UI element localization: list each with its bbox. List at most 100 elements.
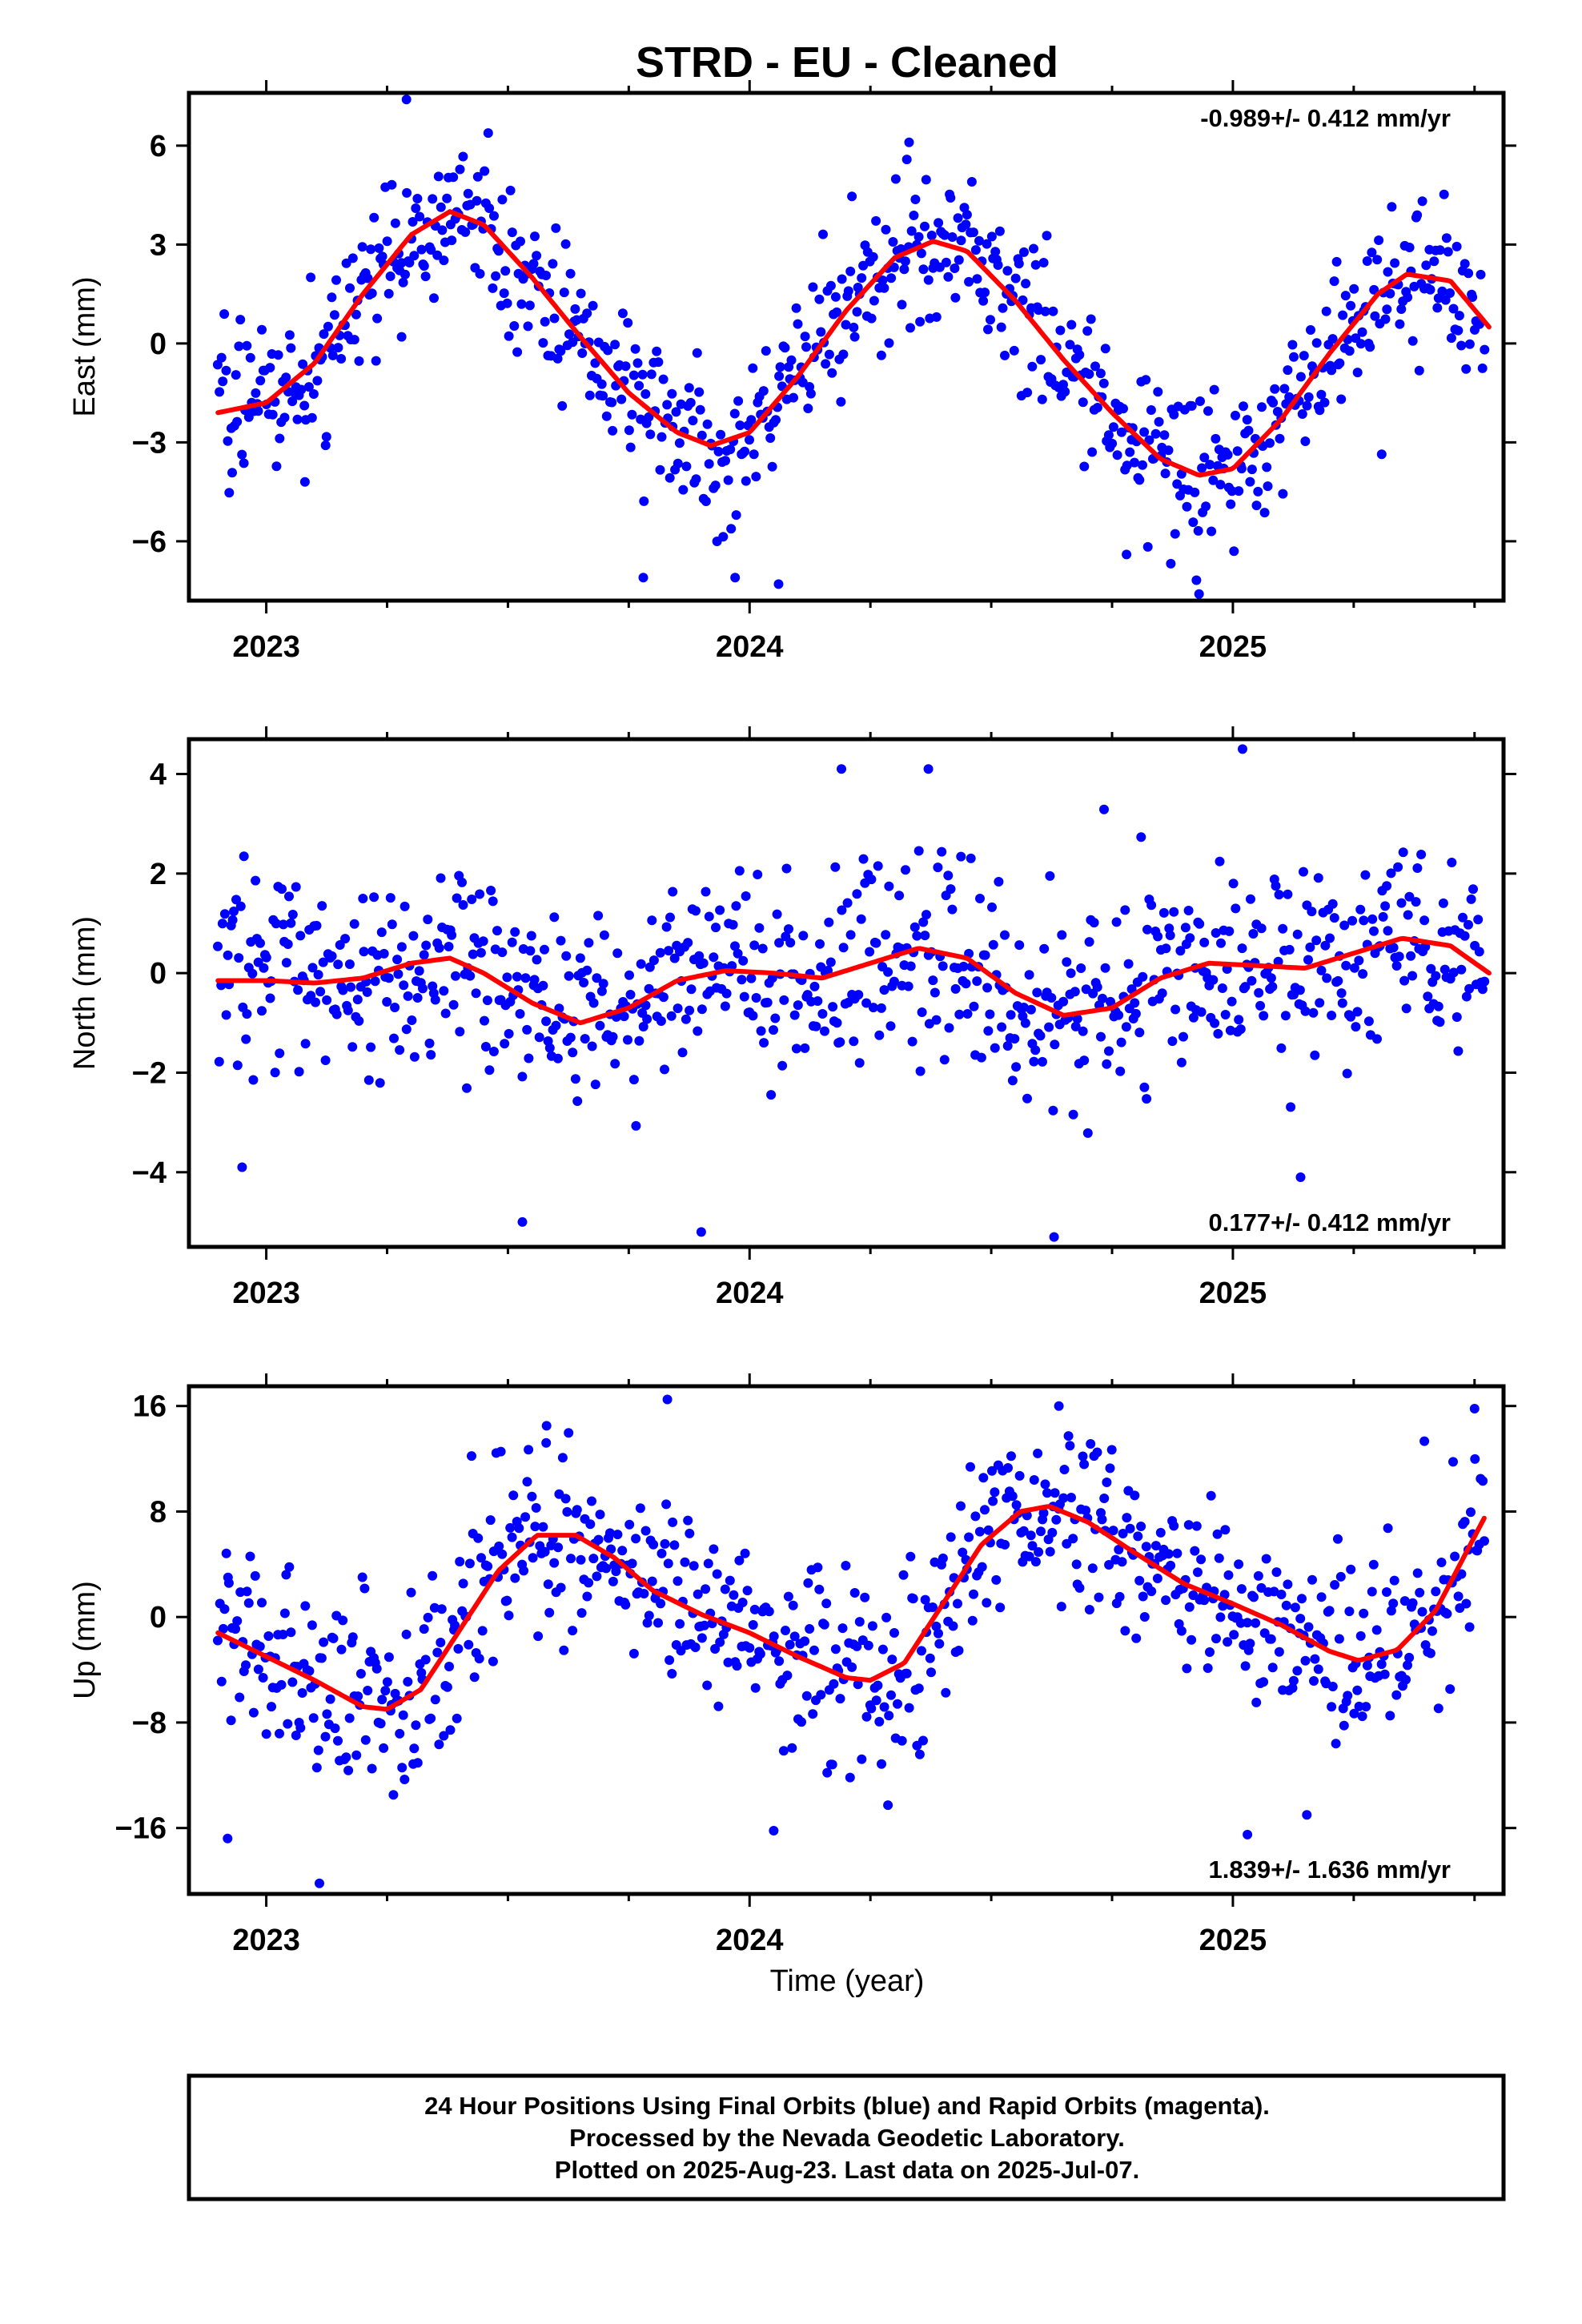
data-point xyxy=(972,976,982,987)
data-point xyxy=(565,268,576,279)
data-point xyxy=(966,853,976,863)
data-point xyxy=(1006,1010,1016,1020)
data-point xyxy=(1431,1586,1441,1597)
data-point xyxy=(1284,944,1295,955)
data-point xyxy=(871,938,881,948)
data-point xyxy=(500,1039,510,1049)
data-point xyxy=(1058,1493,1069,1503)
data-point xyxy=(440,1008,451,1019)
data-point xyxy=(879,1702,889,1712)
data-point xyxy=(1176,1626,1186,1636)
data-point xyxy=(510,927,520,937)
data-point xyxy=(343,1765,354,1775)
data-point xyxy=(232,1616,243,1626)
data-point xyxy=(644,1610,654,1621)
data-point xyxy=(642,1618,652,1628)
data-point xyxy=(1223,449,1233,460)
data-point xyxy=(1370,311,1380,321)
data-point xyxy=(627,1558,637,1569)
x-tick-label: 2025 xyxy=(1199,1924,1267,1957)
data-point xyxy=(383,288,394,299)
data-point xyxy=(1142,1094,1152,1104)
data-point xyxy=(1215,1612,1226,1622)
data-point xyxy=(821,359,831,369)
data-point xyxy=(665,912,675,923)
data-point xyxy=(939,1055,950,1065)
data-point xyxy=(530,231,540,242)
footer-box: 24 Hour Positions Using Final Orbits (bl… xyxy=(187,2073,1506,2201)
data-point xyxy=(729,408,740,419)
data-point xyxy=(868,1003,878,1013)
data-point xyxy=(1141,1542,1151,1552)
data-point xyxy=(640,1000,651,1011)
data-point xyxy=(1433,1703,1443,1714)
data-point xyxy=(874,1716,885,1727)
data-point xyxy=(739,991,749,1002)
data-point xyxy=(1354,1701,1364,1711)
data-point xyxy=(1283,1579,1293,1590)
data-point xyxy=(347,253,358,263)
data-point xyxy=(1108,422,1118,432)
data-point xyxy=(1095,368,1106,379)
data-point xyxy=(497,195,508,205)
data-point xyxy=(1203,1663,1213,1673)
data-point xyxy=(638,1022,648,1031)
data-point xyxy=(564,1428,574,1438)
data-point xyxy=(216,352,227,363)
data-point xyxy=(336,354,347,364)
data-point xyxy=(1208,975,1219,985)
data-point xyxy=(627,409,637,420)
data-point xyxy=(445,1725,456,1735)
data-point xyxy=(593,1534,604,1545)
data-point xyxy=(241,1660,251,1671)
data-point xyxy=(429,1602,440,1613)
data-point xyxy=(1056,1602,1066,1612)
data-point xyxy=(845,266,856,276)
data-point xyxy=(1030,1045,1041,1055)
data-point xyxy=(1305,942,1315,952)
data-point xyxy=(753,870,763,879)
data-point xyxy=(987,902,997,912)
data-point xyxy=(234,953,244,963)
data-point xyxy=(1086,314,1096,324)
data-point xyxy=(1478,1476,1488,1486)
data-point xyxy=(1100,963,1110,973)
data-point xyxy=(242,1009,252,1019)
data-point xyxy=(1009,345,1019,356)
footer-line-1: 24 Hour Positions Using Final Orbits (bl… xyxy=(424,2092,1270,2120)
data-point xyxy=(584,938,594,948)
data-point xyxy=(322,1709,332,1719)
data-point xyxy=(575,953,585,963)
data-point xyxy=(1099,1494,1110,1503)
data-point xyxy=(697,1004,707,1015)
data-point xyxy=(1193,525,1203,536)
data-point xyxy=(913,231,924,242)
data-point xyxy=(1391,1690,1402,1700)
data-point xyxy=(524,1053,534,1063)
data-point xyxy=(1144,435,1154,445)
data-point xyxy=(380,1686,391,1696)
data-point xyxy=(396,942,407,952)
data-point xyxy=(1044,1022,1054,1032)
data-point xyxy=(791,303,801,313)
data-point xyxy=(853,990,864,1000)
data-point xyxy=(881,224,891,235)
data-point xyxy=(1417,196,1427,207)
data-point xyxy=(493,246,504,256)
data-point xyxy=(764,1606,774,1617)
data-point xyxy=(865,947,875,957)
data-point xyxy=(934,218,944,228)
data-point xyxy=(918,917,929,927)
data-point xyxy=(928,1602,938,1612)
data-point xyxy=(248,1707,259,1718)
data-point xyxy=(876,1003,886,1013)
data-point xyxy=(588,998,599,1008)
data-point xyxy=(1464,919,1473,930)
data-point xyxy=(1281,1600,1291,1610)
data-point xyxy=(306,272,316,283)
data-point xyxy=(351,1750,362,1760)
data-point xyxy=(483,128,493,139)
data-point xyxy=(1079,1055,1090,1066)
data-point xyxy=(782,1671,793,1681)
data-point xyxy=(1363,1016,1374,1027)
